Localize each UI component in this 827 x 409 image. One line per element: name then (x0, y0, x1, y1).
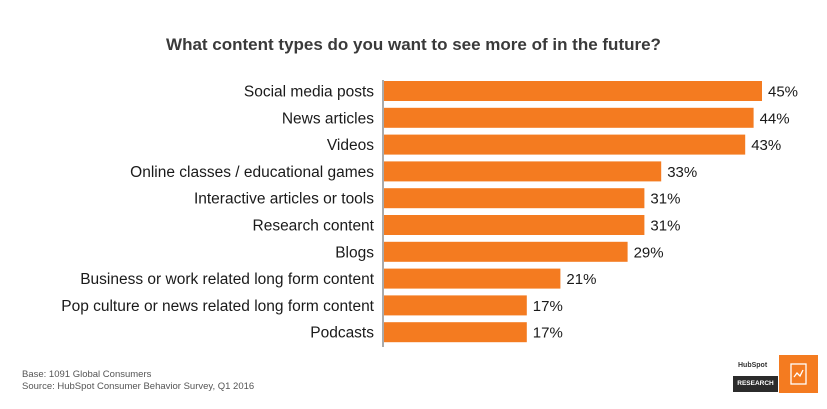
category-label: Online classes / educational games (130, 164, 374, 181)
bar (384, 295, 527, 316)
bar (384, 134, 746, 155)
footnote-source: Source: HubSpot Consumer Behavior Survey… (22, 381, 255, 392)
value-label: 44% (760, 110, 790, 127)
bar (384, 107, 754, 128)
hubspot-research-logo: HubSpot RESEARCH (733, 355, 818, 393)
bar-chart: Social media posts 45% News articles 44% Vid… (61, 80, 798, 347)
logo-research-text: RESEARCH (733, 376, 778, 392)
category-label: Business or work related long form conte… (80, 271, 374, 288)
category-label: Social media posts (244, 84, 374, 101)
footnote: Base: 1091 Global Consumers Source: HubS… (22, 369, 254, 393)
category-label: Research content (253, 218, 375, 235)
value-label: 33% (667, 164, 697, 181)
bar (384, 161, 662, 182)
value-label: 29% (634, 244, 664, 261)
category-label: Interactive articles or tools (194, 191, 374, 208)
value-label: 17% (533, 325, 563, 342)
logo-panel: HubSpot RESEARCH (733, 355, 778, 393)
category-label: Podcasts (310, 325, 374, 342)
chart-title: What content types do you want to see mo… (166, 35, 661, 54)
category-label: Videos (327, 137, 374, 154)
research-doc-icon (779, 355, 818, 393)
value-label: 21% (566, 271, 596, 288)
value-label: 45% (768, 84, 798, 101)
bar (384, 322, 527, 343)
category-label: Pop culture or news related long form co… (61, 298, 374, 315)
value-label: 31% (650, 218, 680, 235)
value-label: 31% (650, 191, 680, 208)
bar (384, 188, 645, 209)
footnote-base: Base: 1091 Global Consumers (22, 369, 152, 380)
category-label: Blogs (335, 244, 374, 261)
bar (384, 268, 561, 289)
logo-brand-text: HubSpot (738, 362, 768, 369)
bar (384, 241, 628, 262)
value-label: 43% (751, 137, 781, 154)
value-label: 17% (533, 298, 563, 315)
bar (384, 81, 762, 101)
category-label: News articles (282, 110, 374, 127)
bar (384, 215, 645, 235)
